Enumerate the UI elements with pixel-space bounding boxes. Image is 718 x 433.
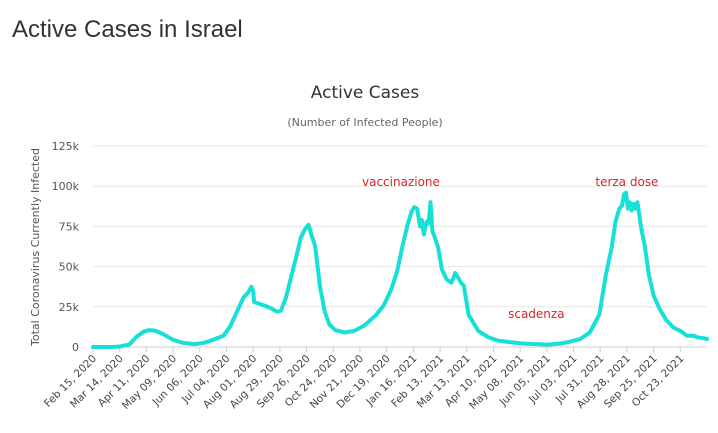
chart-title: Active Cases bbox=[311, 83, 420, 103]
series-layer bbox=[91, 190, 709, 349]
y-axis-label: Total Coronavirus Currently Infected bbox=[29, 148, 42, 347]
series-line-0 bbox=[91, 190, 709, 349]
annotation-label: terza dose bbox=[595, 175, 658, 189]
annotation-label: scadenza bbox=[508, 307, 564, 321]
annotations: vaccinazione scadenza terza dose bbox=[362, 175, 658, 321]
y-tick-label: 50k bbox=[59, 261, 80, 274]
y-tick-label: 125k bbox=[52, 140, 80, 153]
y-tick-label: 100k bbox=[52, 180, 80, 193]
y-tick-label: 75k bbox=[59, 220, 80, 233]
y-tick-label: 0 bbox=[72, 341, 79, 354]
y-axis-ticks: 0 25k 50k 75k 100k 125k bbox=[52, 140, 80, 354]
page-title: Active Cases in Israel bbox=[12, 16, 243, 43]
annotation-label: vaccinazione bbox=[362, 175, 440, 189]
y-tick-label: 25k bbox=[59, 301, 80, 314]
chart-subtitle: (Number of Infected People) bbox=[287, 116, 442, 129]
